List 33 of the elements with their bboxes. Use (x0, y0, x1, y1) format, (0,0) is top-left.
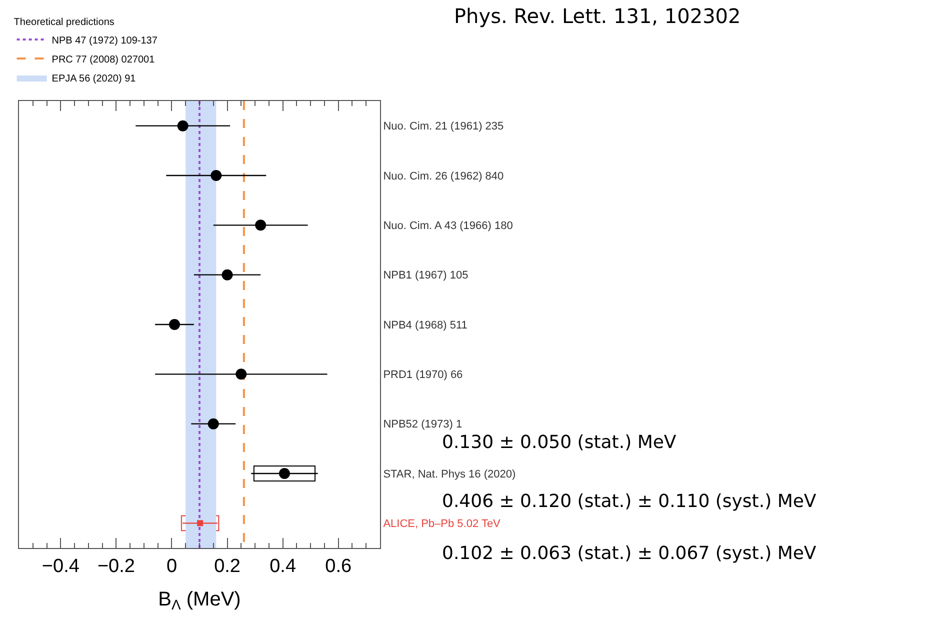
y-tick-label: NPB52 (1973) 1 (383, 418, 462, 431)
y-tick-label: Nuo. Cim. 26 (1962) 840 (383, 170, 504, 182)
y-tick-label: Nuo. Cim. A 43 (1966) 180 (383, 220, 513, 232)
x-tick-label: 0.2 (214, 556, 240, 577)
text: 0.406 ± 0.120 (stat.) ± 0.110 (syst.) MeV (442, 491, 817, 512)
point (255, 220, 266, 231)
y-tick-label: Nuo. Cim. 21 (1961) 235 (383, 120, 504, 133)
point (177, 120, 188, 132)
x-axis-title: B$_{Λ}$ (MeV) (158, 588, 241, 612)
point (236, 368, 247, 380)
y-tick-label: ALICE, Pb–Pb 5.02 TeV (383, 518, 502, 530)
legend-label: EPJA 56 (2020) 91 (52, 73, 136, 84)
y-tick-label: PRD1 (1970) 66 (383, 369, 463, 382)
x-tick-label: −0.4 (42, 556, 80, 577)
text: 0.102 ± 0.063 (stat.) ± 0.067 (syst.) MeV (442, 543, 817, 564)
x-tick-label: −0.2 (97, 556, 135, 577)
legend-title: Theoretical predictions (14, 17, 114, 28)
point (222, 269, 233, 280)
x-tick-label: 0 (166, 556, 178, 577)
point (210, 170, 222, 181)
point (208, 418, 219, 430)
y-tick-label: STAR, Nat. Phys 16 (2020) (383, 468, 516, 480)
point (169, 319, 180, 330)
text: 0.130 ± 0.050 (stat.) MeV (442, 432, 677, 453)
y-tick-label: NPB1 (1967) 105 (383, 270, 468, 282)
point (278, 468, 290, 479)
point (197, 520, 204, 526)
legend-label: NPB 47 (1972) 109-137 (52, 35, 158, 46)
x-tick-label: 0.6 (325, 556, 352, 577)
x-tick-label: 0.4 (270, 556, 296, 577)
text: Phys. Rev. Lett. 131, 102302 (454, 4, 741, 28)
y-tick-label: NPB4 (1968) 511 (383, 319, 468, 332)
legend-label: PRC 77 (2008) 027001 (52, 54, 156, 66)
